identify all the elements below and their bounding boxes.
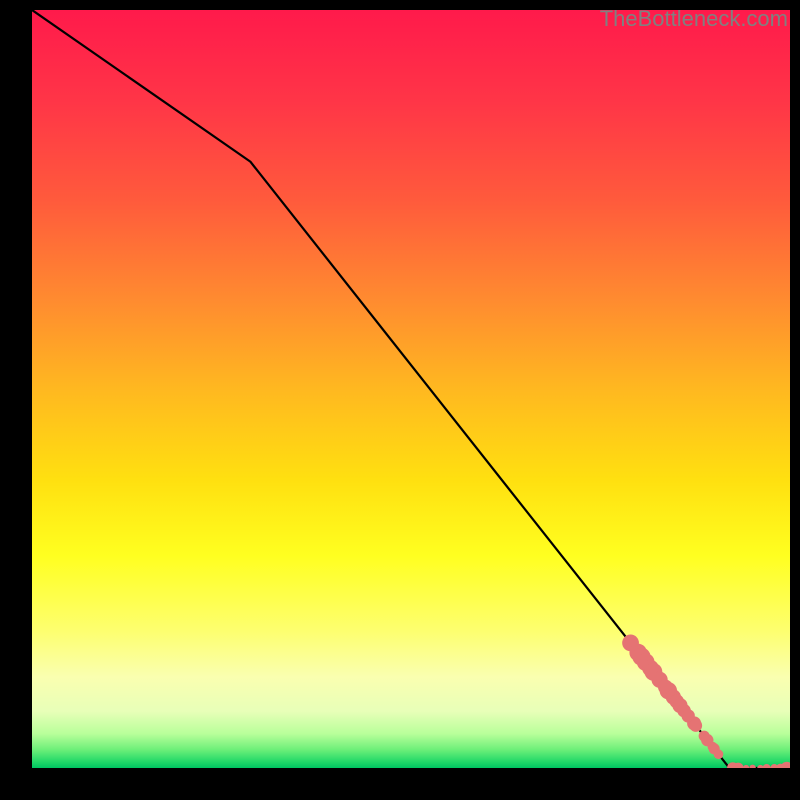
bottleneck-chart [32,10,790,768]
data-marker [714,749,724,759]
watermark-text: TheBottleneck.com [600,6,788,32]
gradient-background [32,10,790,768]
data-marker [689,719,702,732]
